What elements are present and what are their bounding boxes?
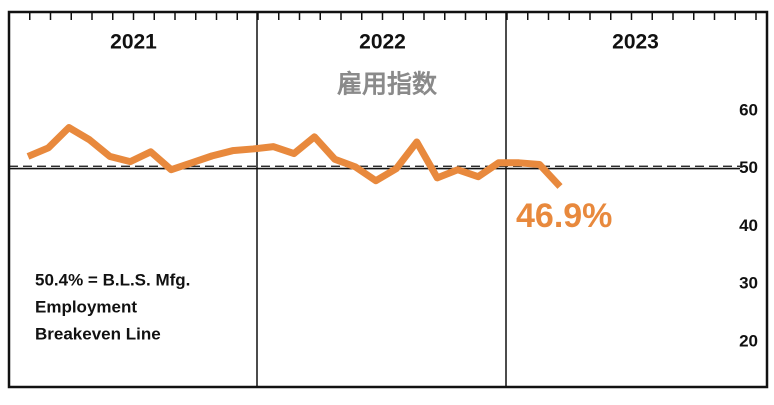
chart-title: 雇用指数 (337, 70, 438, 99)
annotation: Employment (35, 297, 137, 316)
y-tick-label: 20 (739, 331, 758, 350)
y-tick-label: 40 (739, 216, 758, 235)
annotation: 50.4% = B.L.S. Mfg. (35, 270, 190, 289)
year-label: 2021 (110, 31, 157, 54)
annotation: Breakeven Line (35, 324, 161, 343)
frame (7, 10, 769, 389)
y-tick-label: 30 (739, 274, 758, 293)
value-label: 46.9% (516, 197, 612, 235)
line-series (26, 124, 563, 189)
year-label: 2023 (612, 31, 659, 54)
year-label: 2022 (359, 31, 406, 54)
y-tick-label: 60 (739, 100, 758, 119)
y-tick-label: 50 (739, 158, 758, 177)
